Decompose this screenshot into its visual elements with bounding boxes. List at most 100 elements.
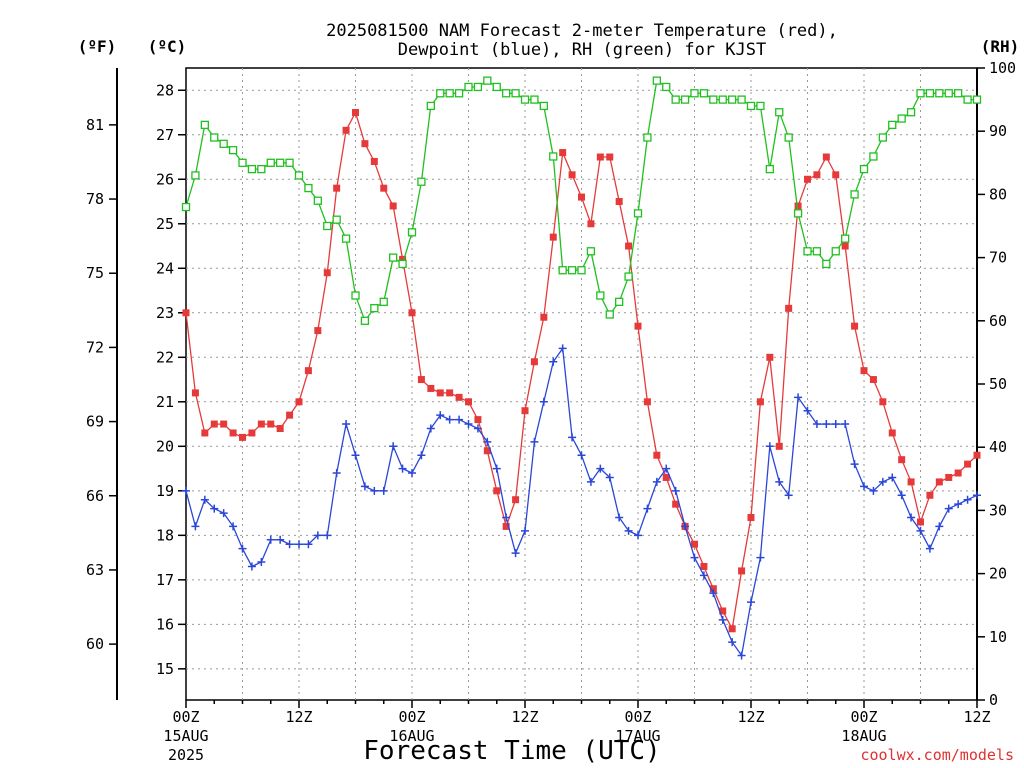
dewpoint-point: [860, 482, 868, 491]
temperature-point: [455, 393, 463, 401]
temperature-point: [822, 153, 830, 161]
dewpoint-point: [483, 437, 492, 446]
rh-point: [502, 89, 511, 98]
series-layer: [181, 76, 982, 660]
dewpoint-point: [304, 540, 313, 549]
dewpoint-point: [332, 469, 341, 478]
dewpoint-point: [784, 491, 793, 500]
temperature-point: [926, 491, 934, 499]
dewpoint-point: [954, 500, 963, 509]
rh-point: [304, 183, 313, 193]
temperature-point: [691, 540, 698, 548]
rh-tick-label: 10: [989, 628, 1007, 646]
temperature-point: [380, 184, 388, 192]
temperature-point: [399, 255, 407, 263]
dewpoint-point: [747, 598, 755, 607]
rh-point: [351, 291, 360, 300]
time-tick-label: 12Z: [963, 708, 990, 726]
time-tick-label: 00Z: [624, 708, 651, 726]
rh-point: [944, 89, 953, 98]
rh-point: [210, 133, 219, 142]
rh-tick-label: 40: [989, 438, 1007, 456]
celsius-axis-ticks: 15 16 17 18 19 20 21 22 23 24 25 26 27 28: [156, 81, 186, 678]
dewpoint-point: [728, 638, 737, 647]
rh-tick-label: 30: [989, 501, 1007, 519]
dewpoint-point: [709, 589, 718, 598]
rh-point: [407, 228, 417, 237]
rh-point: [680, 95, 690, 104]
rh-point: [859, 164, 869, 174]
dewpoint-point: [897, 491, 906, 500]
dewpoint-point: [549, 357, 558, 366]
rh-point: [200, 120, 209, 130]
dewpoint-point: [699, 571, 708, 580]
fahrenheit-tick-label: 81: [86, 116, 104, 134]
dewpoint-point: [511, 549, 520, 558]
rh-point: [916, 89, 925, 98]
temperature-point: [738, 567, 746, 575]
rh-point: [464, 82, 473, 92]
dewpoint-point: [285, 540, 294, 549]
temperature-point: [615, 198, 623, 206]
time-tick-date: 17AUG: [615, 727, 660, 745]
time-tick-label: 12Z: [737, 708, 764, 726]
rh-point: [181, 202, 191, 212]
rh-point: [718, 95, 727, 104]
temperature-point: [314, 327, 322, 335]
temperature-point: [540, 313, 548, 321]
rh-point: [567, 266, 577, 275]
rh-point: [699, 89, 709, 98]
celsius-tick-label: 26: [156, 170, 174, 188]
celsius-unit-label: (ºC): [148, 37, 187, 56]
time-tick-date: 18AUG: [841, 727, 886, 745]
rh-point: [417, 177, 426, 186]
time-tick-label: 00Z: [398, 708, 425, 726]
time-tick-year: 2025: [168, 746, 204, 764]
dewpoint-point: [756, 553, 765, 562]
dewpoint-point: [624, 526, 633, 535]
rh-point: [737, 95, 746, 104]
rh-point: [690, 89, 699, 98]
temperature-point: [370, 157, 378, 165]
rh-point: [850, 190, 859, 199]
temperature-point: [747, 514, 755, 522]
rh-tick-label: 50: [989, 375, 1007, 393]
temperature-point: [625, 242, 633, 250]
dewpoint-point: [869, 486, 878, 495]
rh-point: [775, 108, 784, 117]
rh-tick-label: 70: [989, 249, 1007, 267]
rh-point: [492, 82, 501, 92]
temperature-point: [662, 473, 670, 481]
time-tick-label: 12Z: [285, 708, 312, 726]
dewpoint-point: [634, 531, 642, 540]
rh-point: [878, 133, 887, 142]
rh-point: [652, 76, 661, 85]
time-tick-label: 12Z: [511, 708, 538, 726]
dewpoint-point: [502, 513, 511, 522]
fahrenheit-tick-label: 66: [86, 487, 104, 505]
celsius-tick-label: 19: [156, 482, 174, 500]
fahrenheit-tick-label: 60: [86, 635, 104, 653]
dewpoint-point: [530, 437, 539, 446]
dewpoint-point: [398, 464, 407, 473]
temperature-point: [333, 184, 341, 192]
temperature-point: [446, 389, 454, 397]
dewpoint-point: [464, 420, 473, 429]
temperature-point: [869, 376, 877, 384]
time-tick-label: 00Z: [172, 708, 199, 726]
dewpoint-point: [963, 495, 972, 504]
dewpoint-point: [643, 504, 652, 513]
rh-point: [276, 158, 285, 167]
dewpoint-point: [690, 553, 699, 562]
dewpoint-point: [408, 469, 416, 478]
rh-point: [605, 310, 614, 319]
dewpoint-point: [295, 540, 303, 549]
rh-point: [294, 171, 304, 180]
rh-point: [671, 95, 680, 104]
dewpoint-point: [916, 526, 925, 535]
dewpoint-point: [323, 531, 332, 540]
rh-point: [643, 133, 652, 142]
temperature-point: [257, 420, 265, 428]
temperature-point: [436, 389, 444, 397]
temperature-point: [785, 304, 793, 312]
